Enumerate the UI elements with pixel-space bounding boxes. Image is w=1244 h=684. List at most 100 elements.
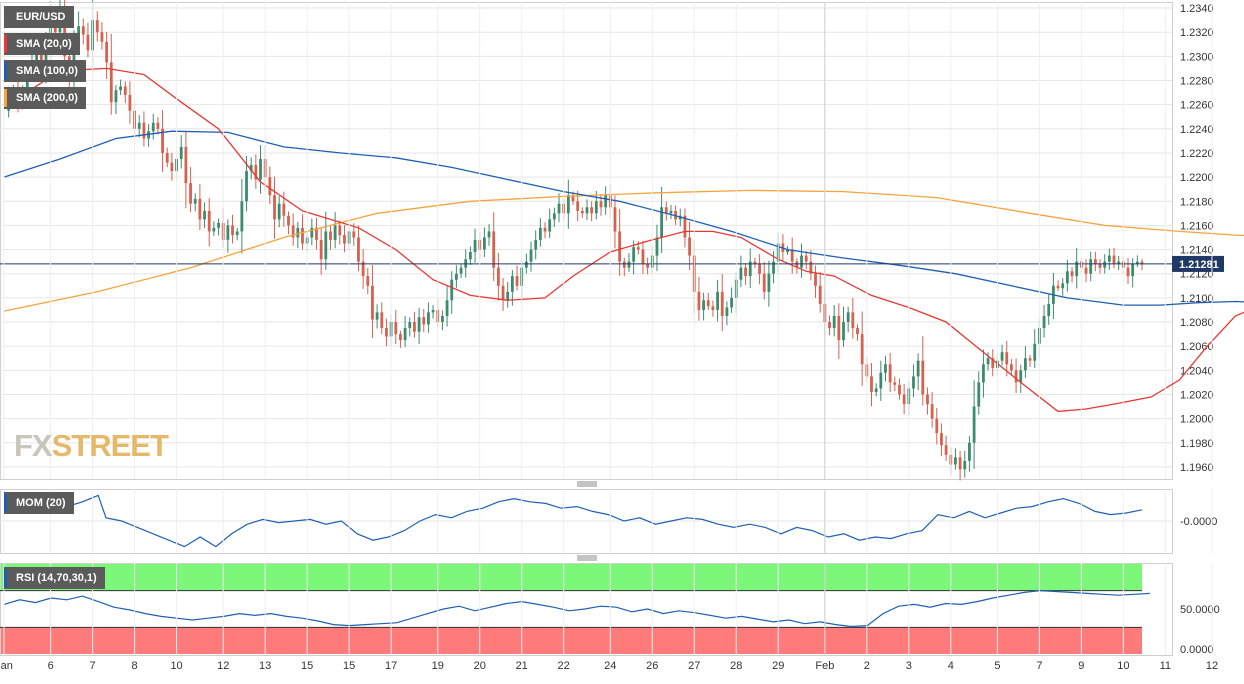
legend-eurusd[interactable]: EUR/USD — [4, 6, 74, 28]
candle-body — [231, 225, 234, 236]
candle-body — [165, 152, 169, 163]
price-tick-label: 1.2340 — [1180, 3, 1214, 15]
candle-body — [81, 26, 85, 35]
candle-body — [1126, 267, 1130, 277]
candle-body — [632, 247, 636, 262]
time-tick-label: 29 — [772, 660, 784, 672]
candle-body — [496, 267, 500, 286]
legend-mom[interactable]: MOM (20) — [4, 492, 74, 514]
candle-body — [702, 300, 705, 310]
time-tick-label: 28 — [730, 660, 742, 672]
candle-body — [417, 317, 421, 332]
candle-body — [730, 297, 733, 308]
candle-body — [161, 128, 164, 153]
candle-body — [277, 203, 281, 220]
candle-body — [851, 312, 855, 329]
legend-swatch — [4, 569, 7, 587]
candle-body — [636, 247, 640, 250]
time-tick-label: 6 — [48, 660, 54, 672]
time-tick-label: 5 — [994, 660, 1000, 672]
candle-body — [249, 165, 253, 172]
time-tick-label: 4 — [948, 660, 954, 672]
candle-body — [786, 249, 789, 252]
candle-body — [921, 360, 925, 395]
candle-body — [972, 406, 976, 443]
candle-body — [618, 231, 622, 262]
time-tick-label: 7 — [1036, 660, 1042, 672]
legend-sma20[interactable]: SMA (20,0) — [4, 33, 80, 55]
candle-body — [594, 201, 598, 214]
candle-body — [571, 195, 575, 202]
candle-body — [538, 227, 542, 240]
time-tick-label: 24 — [604, 660, 616, 672]
time-tick-label: 27 — [688, 660, 700, 672]
candle-body — [916, 360, 920, 377]
candle-body — [240, 201, 244, 232]
candle-body — [1070, 271, 1074, 277]
candle-body — [622, 261, 626, 268]
candle-body — [982, 364, 985, 383]
candle-body — [375, 312, 379, 320]
candle-body — [193, 198, 197, 204]
candle-body — [380, 312, 384, 329]
candle-body — [515, 276, 519, 286]
candle-body — [566, 195, 570, 214]
candle-body — [958, 457, 962, 470]
price-tick-label: 1.1980 — [1180, 438, 1214, 450]
time-tick-label: 9 — [1078, 660, 1084, 672]
legend-mom-label: MOM (20) — [16, 497, 66, 509]
rsi-axis-label-0: 0.0000 — [1180, 644, 1214, 656]
candle-body — [329, 231, 332, 240]
candle-body — [655, 237, 659, 256]
candle-body — [646, 264, 650, 268]
candle-body — [333, 225, 337, 240]
legend-rsi[interactable]: RSI (14,70,30,1) — [4, 567, 105, 589]
legend-sma100[interactable]: SMA (100,0) — [4, 60, 86, 82]
candle-body — [800, 255, 803, 268]
candle-body — [874, 388, 878, 393]
candle-body — [580, 210, 584, 214]
candle-body — [156, 122, 160, 129]
candle-body — [184, 146, 188, 184]
candle-body — [716, 291, 719, 310]
candle-body — [888, 364, 892, 383]
candle-body — [1010, 364, 1013, 371]
candle-body — [501, 285, 505, 301]
price-tick-label: 1.2220 — [1180, 148, 1214, 160]
legend-swatch — [4, 494, 7, 512]
candle-body — [828, 322, 831, 329]
x-axis: Jan678101213151517192021222426272829Feb2… — [0, 2, 1218, 672]
legend-sma200[interactable]: SMA (200,0) — [4, 87, 86, 109]
candle-body — [441, 315, 444, 323]
candle-body — [170, 162, 174, 172]
candle-body — [114, 90, 118, 103]
time-tick-label: 15 — [343, 660, 355, 672]
candle-body — [1112, 255, 1116, 265]
candle-body — [291, 225, 295, 238]
candle-body — [706, 300, 710, 307]
candle-body — [795, 261, 799, 268]
candle-body — [459, 267, 463, 274]
candle-body — [1075, 261, 1079, 277]
candle-body — [137, 122, 141, 129]
legend-eurusd-label: EUR/USD — [16, 11, 66, 23]
momentum-panel: -0.0000 — [0, 489, 1217, 554]
candle-body — [1107, 255, 1111, 262]
price-tick-label: 1.2280 — [1180, 75, 1214, 87]
candle-body — [627, 261, 631, 268]
candle-body — [1093, 259, 1097, 265]
time-tick-label: 26 — [646, 660, 658, 672]
candle-body — [683, 215, 687, 238]
candle-body — [711, 306, 715, 310]
candle-body — [860, 334, 864, 365]
candle-body — [310, 227, 314, 238]
legend-rsi-label: RSI (14,70,30,1) — [16, 572, 97, 584]
price-tick-label: 1.1960 — [1180, 462, 1214, 474]
rsi-line — [3, 589, 1150, 628]
price-tick-label: 1.2080 — [1180, 317, 1214, 329]
price-tick-label: 1.2180 — [1180, 196, 1214, 208]
candle-body — [664, 207, 668, 214]
candle-body — [259, 158, 262, 180]
candle-body — [968, 442, 971, 461]
candle-body — [613, 207, 617, 232]
